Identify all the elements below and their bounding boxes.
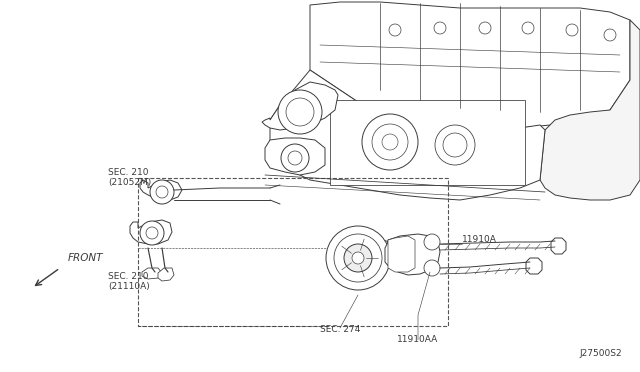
Circle shape (156, 186, 168, 198)
Circle shape (372, 124, 408, 160)
Circle shape (288, 151, 302, 165)
Circle shape (362, 114, 418, 170)
Circle shape (326, 226, 390, 290)
Polygon shape (388, 236, 415, 272)
Circle shape (146, 227, 158, 239)
Circle shape (140, 221, 164, 245)
Circle shape (281, 144, 309, 172)
Circle shape (435, 125, 475, 165)
Polygon shape (142, 268, 162, 279)
Polygon shape (551, 238, 566, 254)
Polygon shape (262, 82, 338, 130)
Polygon shape (385, 234, 440, 275)
Text: 11910A: 11910A (462, 235, 497, 244)
Circle shape (344, 244, 372, 272)
Circle shape (286, 98, 314, 126)
Polygon shape (526, 258, 542, 274)
Polygon shape (140, 180, 182, 200)
Text: SEC. 210
(21052M): SEC. 210 (21052M) (108, 168, 151, 187)
Circle shape (352, 252, 364, 264)
Text: FRONT: FRONT (68, 253, 104, 263)
Circle shape (389, 24, 401, 36)
Polygon shape (310, 2, 630, 130)
Bar (330, 100, 525, 185)
Polygon shape (265, 138, 325, 175)
Circle shape (604, 29, 616, 41)
Circle shape (566, 24, 578, 36)
Circle shape (443, 133, 467, 157)
Bar (138, 178, 448, 326)
Text: J27500S2: J27500S2 (579, 349, 622, 358)
Circle shape (522, 22, 534, 34)
Circle shape (334, 234, 382, 282)
Circle shape (424, 234, 440, 250)
Polygon shape (270, 70, 545, 200)
Circle shape (278, 90, 322, 134)
Polygon shape (540, 20, 640, 200)
Text: SEC. 210
(21110A): SEC. 210 (21110A) (108, 272, 150, 291)
Circle shape (434, 22, 446, 34)
Text: 11910AA: 11910AA (397, 335, 438, 344)
Polygon shape (130, 220, 172, 244)
Circle shape (479, 22, 491, 34)
Polygon shape (158, 268, 174, 281)
Circle shape (382, 134, 398, 150)
Circle shape (424, 260, 440, 276)
Polygon shape (347, 240, 398, 270)
Circle shape (150, 180, 174, 204)
Text: SEC. 274: SEC. 274 (320, 325, 360, 334)
